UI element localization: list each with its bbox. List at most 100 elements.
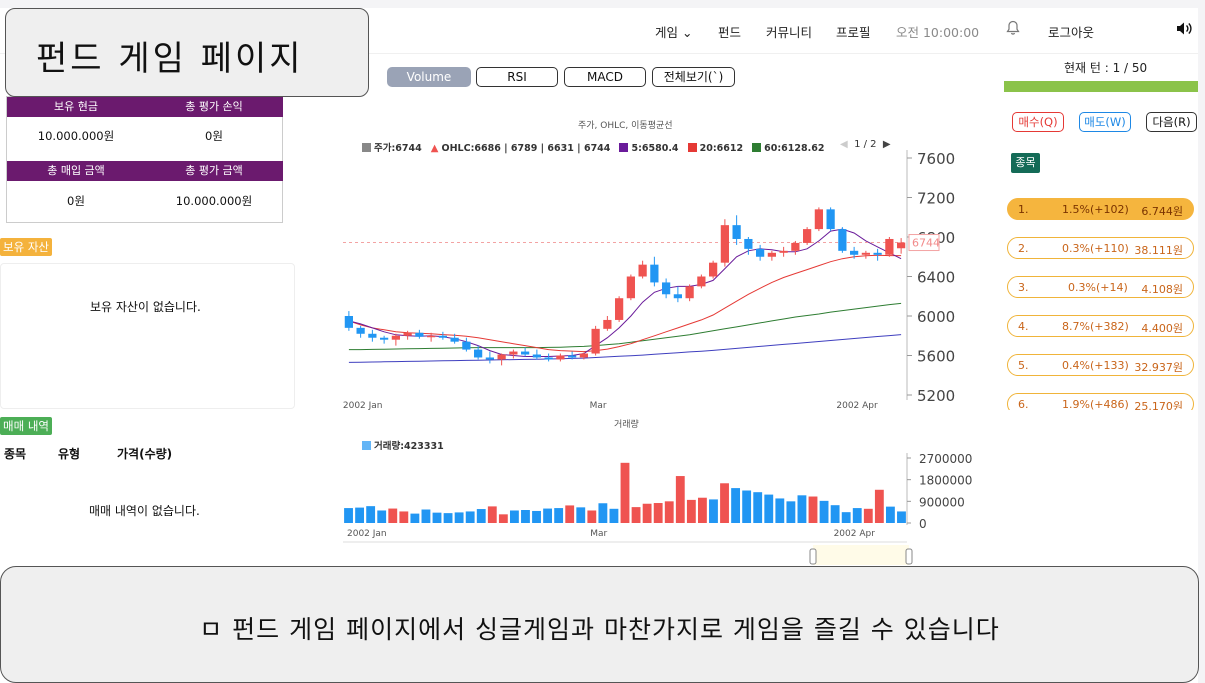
range-handle-right	[905, 548, 913, 565]
stock-row[interactable]: 1. 1.5%(+102) 6.744원	[1007, 198, 1194, 220]
next-turn-button[interactable]: 다음(R)	[1146, 112, 1197, 132]
candle-body	[791, 242, 800, 251]
stock-rank: 6.	[1018, 398, 1029, 410]
stock-row[interactable]: 2. 0.3%(+110) 38.111원	[1007, 237, 1194, 259]
nav-profile[interactable]: 프로필	[836, 25, 871, 40]
candle-body	[403, 332, 412, 336]
ma5-line	[348, 228, 902, 357]
volume-chart[interactable]: 2700000 1800000 900000 0 2002 Jan Mar 2002 Apr	[335, 445, 975, 565]
volume-x-tick-label: Mar	[590, 529, 607, 539]
volume-bar	[576, 507, 586, 523]
volume-bar	[388, 508, 398, 523]
portfolio-summary: 보유 현금 총 평가 손익 10.000.000원 0원 총 매입 금액 총 평…	[6, 96, 283, 223]
candle-body	[873, 252, 882, 255]
candle-body	[568, 355, 577, 358]
volume-bar	[675, 476, 685, 523]
ma20-legend-swatch	[687, 143, 697, 152]
stock-row[interactable]: 6. 1.9%(+486) 25.170원	[1007, 393, 1194, 410]
volume-bar	[554, 508, 564, 523]
candle-body	[579, 353, 588, 358]
bell-icon[interactable]	[1006, 20, 1020, 39]
ma60-legend-swatch	[752, 143, 762, 152]
candle-body	[814, 209, 823, 230]
candle-body	[603, 319, 612, 329]
candle-body	[638, 264, 647, 277]
nav-fund[interactable]: 펀드	[718, 25, 742, 40]
volume-bar	[532, 510, 541, 523]
volume-bar	[731, 488, 741, 523]
legend-ohlc: OHLC:6686 | 6789 | 6631 | 6744	[441, 143, 611, 154]
ma5-legend-swatch	[619, 143, 629, 152]
volume-bar	[465, 511, 475, 523]
caption-banner: ㅁ 펀드 게임 페이지에서 싱글게임과 마찬가지로 게임을 즐길 수 있습니다	[0, 566, 1199, 683]
range-handle-left	[809, 548, 817, 565]
volume-bar	[808, 496, 818, 523]
volume-bar	[587, 510, 597, 523]
stock-change: 0.4%(+133)	[1062, 359, 1129, 372]
nav-game-menu[interactable]: 게임 ⌄	[655, 25, 693, 40]
pager-next-icon[interactable]: ▶	[882, 139, 891, 150]
cash-header: 보유 현금	[7, 97, 145, 117]
volume-bar	[487, 506, 497, 523]
volume-bar	[874, 489, 884, 523]
buy-total-header: 총 매입 금액	[7, 161, 145, 181]
volume-toggle-button[interactable]: Volume	[387, 67, 471, 87]
volume-bar	[830, 505, 840, 523]
stock-row[interactable]: 4. 8.7%(+382) 4.400원	[1007, 315, 1194, 337]
legend-ma20: 20:6612	[699, 143, 744, 154]
volume-bar	[521, 510, 530, 523]
page-title-banner: 펀드 게임 페이지	[5, 8, 369, 97]
full-view-button[interactable]: 전체보기(`)	[652, 67, 735, 87]
turn-counter: 현재 턴 : 1 / 50	[1064, 61, 1148, 75]
stock-rank: 3.	[1018, 281, 1029, 294]
volume-bar	[697, 497, 707, 523]
price-chart-title: 주가, OHLC, 이동평균선	[578, 121, 673, 131]
stock-change: 0.3%(+110)	[1062, 242, 1129, 255]
volume-bar	[543, 508, 553, 523]
buy-button[interactable]: 매수(Q)	[1012, 112, 1064, 132]
candle-body	[544, 357, 553, 360]
sell-button[interactable]: 매도(W)	[1079, 112, 1131, 132]
volume-bar	[443, 513, 453, 523]
legend-pager: ◀ 1 / 2 ▶	[840, 139, 891, 150]
candle-body	[744, 238, 753, 249]
volume-bar	[642, 503, 652, 523]
macd-toggle-button[interactable]: MACD	[564, 67, 646, 87]
candle-body	[697, 276, 706, 287]
volume-chart-legend: 거래량:423331	[362, 438, 444, 452]
assets-panel: 보유 자산이 없습니다.	[0, 263, 295, 409]
rsi-toggle-button[interactable]: RSI	[476, 67, 558, 87]
ohlc-legend-swatch: ▲	[430, 143, 439, 154]
volume-bar	[775, 498, 785, 523]
candle-body	[767, 252, 776, 257]
candle-body	[532, 354, 541, 358]
price-chart[interactable]: 76007200680064006000560052002002 JanMar2…	[335, 150, 975, 410]
stock-rank: 1.	[1018, 203, 1029, 216]
price-x-tick-label: 2002 Jan	[343, 401, 383, 410]
total-pl-header: 총 평가 손익	[145, 97, 283, 117]
volume-bar	[355, 507, 365, 523]
stock-row[interactable]: 5. 0.4%(+133) 32.937원	[1007, 354, 1194, 376]
volume-bar	[620, 462, 630, 523]
nav-community[interactable]: 커뮤니티	[766, 25, 813, 40]
current-price-label: 6744	[912, 237, 940, 250]
caption-text: ㅁ 펀드 게임 페이지에서 싱글게임과 마찬가지로 게임을 즐길 수 있습니다	[199, 615, 1000, 644]
volume-bar	[609, 508, 619, 523]
stock-price: 6.744원	[1141, 205, 1183, 218]
assets-empty-message: 보유 자산이 없습니다.	[90, 300, 201, 314]
candle-body	[356, 327, 365, 334]
candle-body	[509, 351, 518, 355]
logout-link[interactable]: 로그아웃	[1048, 25, 1095, 40]
volume-bar	[344, 508, 353, 523]
total-pl-value: 0원	[205, 129, 223, 143]
speaker-icon[interactable]	[1176, 21, 1193, 39]
candle-body	[673, 294, 682, 299]
pager-prev-icon[interactable]: ◀	[840, 139, 848, 150]
volume-y-tick-label: 1800000	[919, 474, 972, 488]
stock-row[interactable]: 3. 0.3%(+14) 4.108원	[1007, 276, 1194, 298]
candle-body	[450, 337, 459, 342]
volume-bar	[786, 501, 796, 523]
volume-x-tick-label: 2002 Jan	[347, 529, 387, 539]
eval-total-value: 10.000.000원	[175, 194, 253, 208]
volume-bar	[885, 506, 895, 523]
